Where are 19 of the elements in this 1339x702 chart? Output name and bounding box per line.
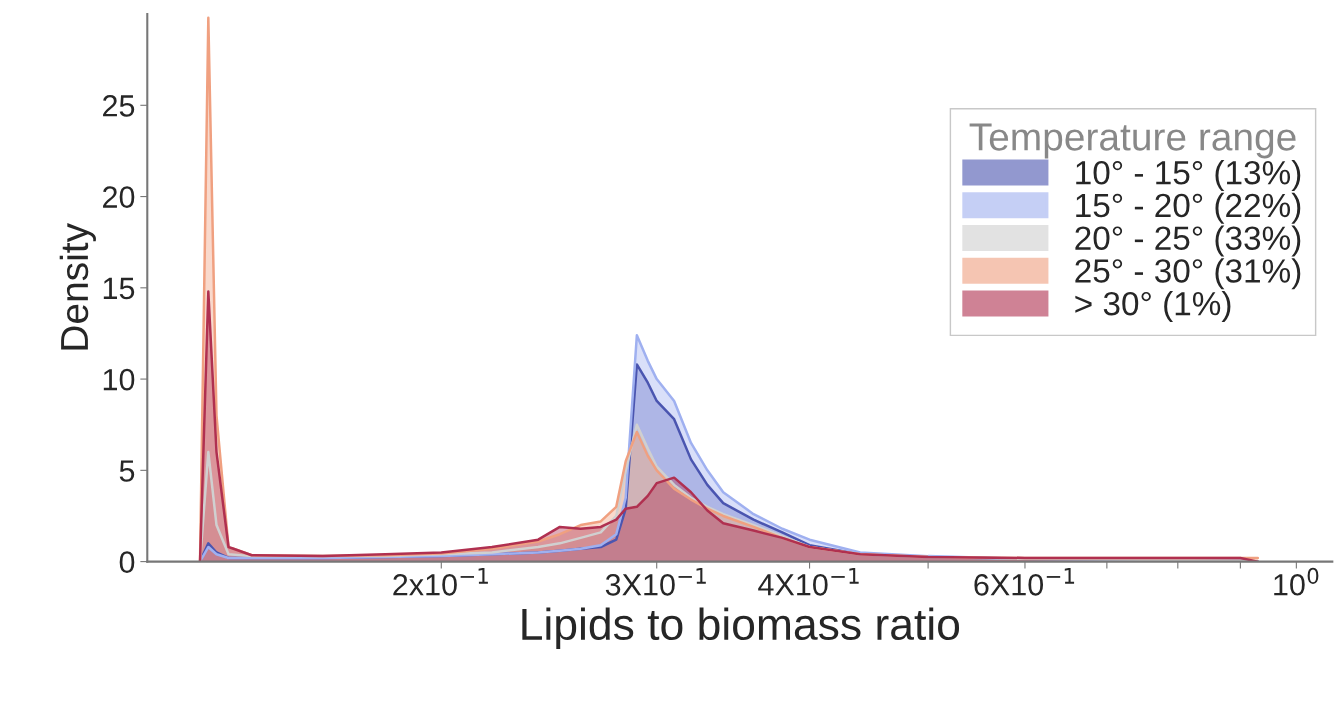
x-axis-title: Lipids to biomass ratio bbox=[522, 607, 960, 649]
y-tick-label: 0 bbox=[119, 551, 135, 573]
y-axis-title: Density bbox=[59, 223, 96, 350]
legend-label: 25° - 30° (31%) bbox=[1075, 258, 1301, 290]
y-tick-label: 25 bbox=[103, 95, 135, 117]
x-tick-label: 6X10$^{−1}$ bbox=[974, 568, 1075, 596]
legend-label: 15° - 20° (22%) bbox=[1076, 192, 1301, 224]
legend-label: > 30° (1%) bbox=[1075, 291, 1231, 323]
x-tick-label: 4X10$^{−1}$ bbox=[758, 568, 859, 596]
y-tick-label: 10 bbox=[103, 368, 135, 391]
legend-title: Temperature range bbox=[969, 123, 1296, 159]
x-tick-label: 2x10$^{−1}$ bbox=[393, 568, 488, 596]
y-tick-label: 15 bbox=[103, 277, 135, 300]
y-tick-label: 20 bbox=[103, 186, 135, 208]
y-tick-label: 5 bbox=[119, 460, 135, 482]
legend-label: 20° - 25° (33%) bbox=[1075, 225, 1301, 257]
x-tick-label: 10$^{0}$ bbox=[1274, 567, 1319, 596]
legend-label: 10° - 15° (13%) bbox=[1076, 160, 1301, 192]
x-tick-label: 3X10$^{−1}$ bbox=[605, 568, 706, 596]
